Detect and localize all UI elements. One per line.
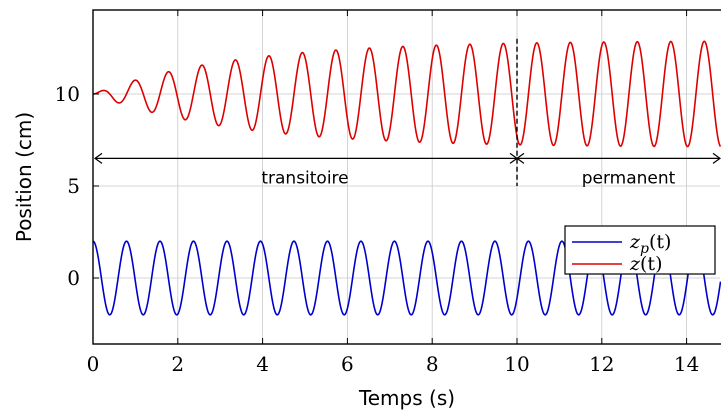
legend-box	[564, 225, 716, 275]
y-tick-label: 5	[67, 174, 80, 198]
arrowhead-steady-start	[515, 152, 525, 164]
axis-ticks: 0 2 4 6 8 10 12 14 0 5 10	[55, 10, 699, 376]
legend-entry: zp(t)	[629, 231, 671, 257]
y-axis-label: Position (cm)	[12, 112, 36, 242]
curves	[93, 40, 721, 316]
transient-label: transitoire	[261, 168, 348, 188]
x-tick-label: 2	[171, 352, 184, 376]
series-line-z	[93, 40, 721, 148]
arrowhead-right	[712, 152, 721, 164]
y-tick-label: 0	[67, 266, 80, 290]
x-tick-label: 12	[589, 352, 614, 376]
y-tick-label: 10	[55, 82, 80, 106]
x-tick-label: 14	[674, 352, 699, 376]
arrowhead-left	[93, 152, 103, 164]
x-axis-label: Temps (s)	[358, 386, 455, 410]
plot-frame	[92, 9, 721, 345]
x-tick-label: 10	[504, 352, 529, 376]
series-line-zp	[93, 240, 721, 316]
legend-entry: z(t)	[629, 253, 662, 275]
x-tick-label: 4	[256, 352, 269, 376]
x-tick-label: 6	[341, 352, 354, 376]
x-tick-label: 8	[426, 352, 439, 376]
steady-label: permanent	[582, 168, 676, 188]
legend: zp(t)z(t)	[564, 225, 716, 275]
x-tick-label: 0	[87, 352, 100, 376]
phase-annotations: transitoire permanent	[93, 38, 721, 188]
